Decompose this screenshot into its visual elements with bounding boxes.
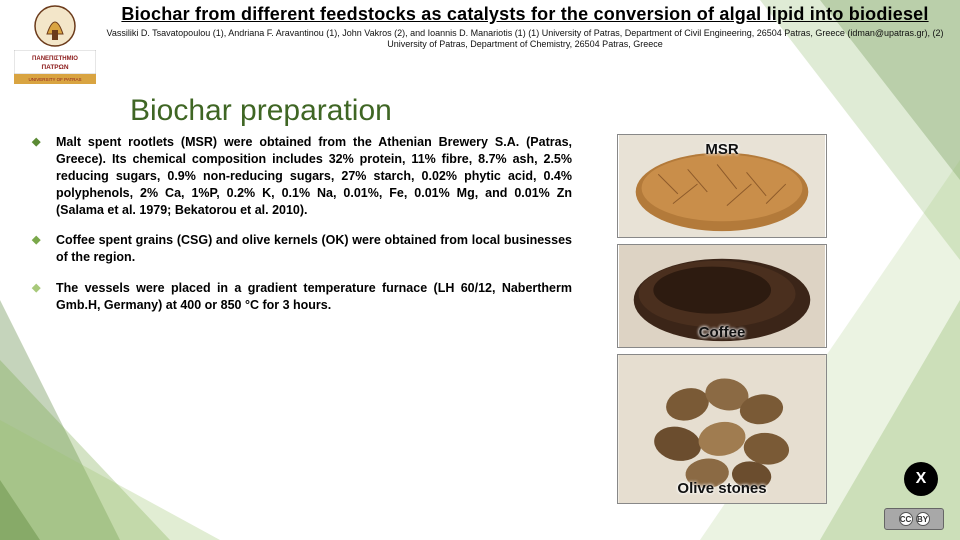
cc-license-badge: CC BY	[884, 508, 944, 530]
university-name-badge: ΠΑΝΕΠΙΣΤΗΜΙΟ ΠΑΤΡΩΝ UNIVERSITY OF PATRAS	[14, 50, 96, 84]
images-column: MSR Coffee	[592, 134, 852, 504]
logo-column: ΠΑΝΕΠΙΣΤΗΜΙΟ ΠΑΤΡΩΝ UNIVERSITY OF PATRAS	[10, 4, 100, 84]
page-number-badge: X	[904, 462, 938, 496]
poster-title: Biochar from different feedstocks as cat…	[100, 4, 950, 26]
bullet-item: Malt spent rootlets (MSR) were obtained …	[32, 134, 572, 218]
title-column: Biochar from different feedstocks as cat…	[100, 4, 950, 84]
olive-image: Olive stones	[617, 354, 827, 504]
body-row: Malt spent rootlets (MSR) were obtained …	[0, 134, 960, 504]
authors-line: Vassiliki D. Tsavatopoulou (1), Andriana…	[100, 28, 950, 51]
image-caption: Olive stones	[677, 480, 766, 497]
bullet-item: Coffee spent grains (CSG) and olive kern…	[32, 232, 572, 266]
cc-icon: CC	[899, 512, 913, 526]
page-number: X	[916, 470, 927, 488]
image-caption: MSR	[705, 141, 738, 158]
svg-text:ΠΑΤΡΩΝ: ΠΑΤΡΩΝ	[41, 64, 68, 71]
svg-text:UNIVERSITY OF PATRAS: UNIVERSITY OF PATRAS	[28, 77, 81, 82]
section-title: Biochar preparation	[130, 94, 960, 128]
coffee-image: Coffee	[617, 244, 827, 348]
university-emblem-icon	[33, 4, 77, 48]
by-icon: BY	[916, 512, 930, 526]
msr-image: MSR	[617, 134, 827, 238]
svg-text:ΠΑΝΕΠΙΣΤΗΜΙΟ: ΠΑΝΕΠΙΣΤΗΜΙΟ	[32, 56, 78, 62]
bullet-list: Malt spent rootlets (MSR) were obtained …	[32, 134, 572, 504]
image-caption: Coffee	[699, 324, 746, 341]
header: ΠΑΝΕΠΙΣΤΗΜΙΟ ΠΑΤΡΩΝ UNIVERSITY OF PATRAS…	[0, 0, 960, 86]
bullet-item: The vessels were placed in a gradient te…	[32, 280, 572, 314]
